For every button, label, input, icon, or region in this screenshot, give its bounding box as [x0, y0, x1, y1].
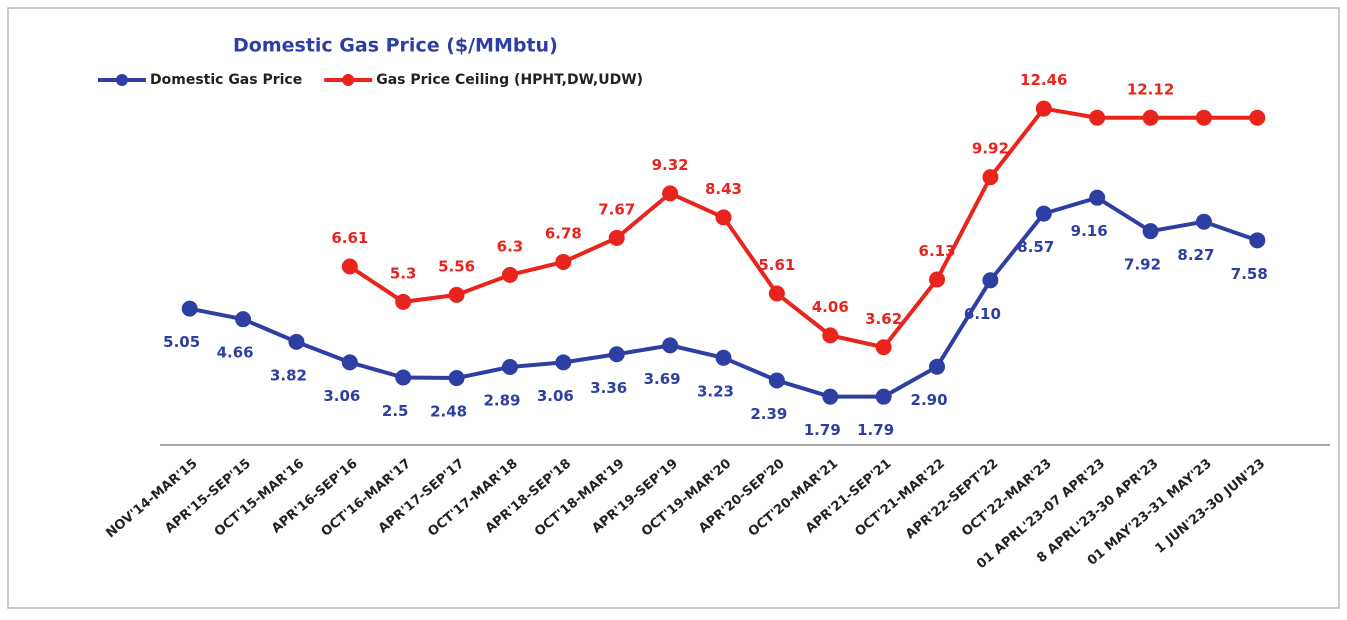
- point: [768, 372, 785, 389]
- point: [555, 253, 572, 270]
- point: [715, 209, 732, 226]
- data-label: 5.05: [163, 333, 200, 351]
- point: [1142, 223, 1159, 240]
- point: [768, 285, 785, 302]
- point: [875, 339, 892, 356]
- point: [982, 272, 999, 289]
- data-label: 3.62: [865, 310, 902, 328]
- point: [929, 271, 946, 288]
- point: [501, 266, 518, 283]
- point: [1195, 213, 1212, 230]
- data-label: 9.32: [652, 156, 689, 174]
- point: [822, 388, 839, 405]
- data-label: 12.12: [1127, 80, 1174, 98]
- data-label: 2.39: [750, 405, 787, 423]
- data-label: 6.61: [331, 229, 368, 247]
- point: [1249, 232, 1266, 249]
- data-label: 2.5: [382, 402, 409, 420]
- legend: Domestic Gas Price Gas Price Ceiling (HPH…: [98, 72, 643, 88]
- data-label: 8.43: [705, 180, 742, 198]
- point: [1035, 205, 1052, 222]
- point: [608, 229, 625, 246]
- legend-label: Domestic Gas Price: [150, 72, 302, 88]
- data-label: 7.58: [1231, 265, 1268, 283]
- data-label: 5.3: [390, 264, 417, 282]
- point: [1089, 109, 1106, 126]
- point: [555, 354, 572, 371]
- data-label: 3.06: [537, 387, 574, 405]
- data-label: 1.79: [857, 421, 894, 439]
- data-label: 8.27: [1177, 246, 1214, 264]
- data-label: 3.36: [590, 379, 627, 397]
- data-label: 3.82: [270, 366, 307, 384]
- point: [181, 300, 198, 317]
- data-label: 3.69: [644, 370, 681, 388]
- data-label: 1.79: [804, 421, 841, 439]
- point: [929, 358, 946, 375]
- point: [875, 388, 892, 405]
- point: [982, 169, 999, 186]
- data-label: 9.16: [1071, 222, 1108, 240]
- data-label: 3.06: [323, 387, 360, 405]
- legend-marker: [342, 74, 355, 86]
- point: [662, 185, 679, 202]
- data-label: 3.23: [697, 382, 734, 400]
- point: [1035, 100, 1052, 117]
- legend-label: Gas Price Ceiling (HPHT,DW,UDW): [376, 72, 643, 88]
- point: [448, 370, 465, 387]
- data-label: 2.90: [911, 391, 948, 409]
- point: [501, 358, 518, 375]
- data-label: 2.48: [430, 403, 467, 421]
- data-label: 7.67: [598, 200, 635, 218]
- data-label: 6.13: [919, 242, 956, 260]
- point: [395, 293, 412, 310]
- chart-title: Domestic Gas Price ($/MMbtu): [233, 35, 558, 57]
- point: [1142, 109, 1159, 126]
- series-line: [348, 106, 1258, 350]
- data-label: 4.06: [812, 298, 849, 316]
- data-label: 2.89: [483, 391, 520, 409]
- frame: [7, 7, 1340, 609]
- data-label: 12.46: [1020, 71, 1067, 89]
- data-label: 6.78: [545, 224, 582, 242]
- point: [715, 349, 732, 366]
- point: [395, 369, 412, 386]
- point: [288, 333, 305, 350]
- data-label: 5.56: [438, 257, 475, 275]
- data-label: 8.57: [1017, 238, 1054, 256]
- point: [341, 258, 358, 275]
- point: [448, 286, 465, 303]
- point: [662, 337, 679, 354]
- data-label: 4.66: [217, 344, 254, 362]
- data-label: 6.10: [964, 305, 1001, 323]
- data-label: 9.92: [972, 140, 1009, 158]
- point: [1089, 189, 1106, 206]
- point: [1249, 109, 1266, 126]
- data-label: 6.3: [497, 237, 524, 255]
- legend-marker: [116, 74, 128, 86]
- point: [1195, 109, 1212, 126]
- point: [341, 354, 358, 371]
- data-label: 5.61: [758, 256, 795, 274]
- point: [608, 346, 625, 363]
- data-label: 7.92: [1124, 256, 1161, 274]
- point: [822, 327, 839, 344]
- point: [235, 311, 252, 328]
